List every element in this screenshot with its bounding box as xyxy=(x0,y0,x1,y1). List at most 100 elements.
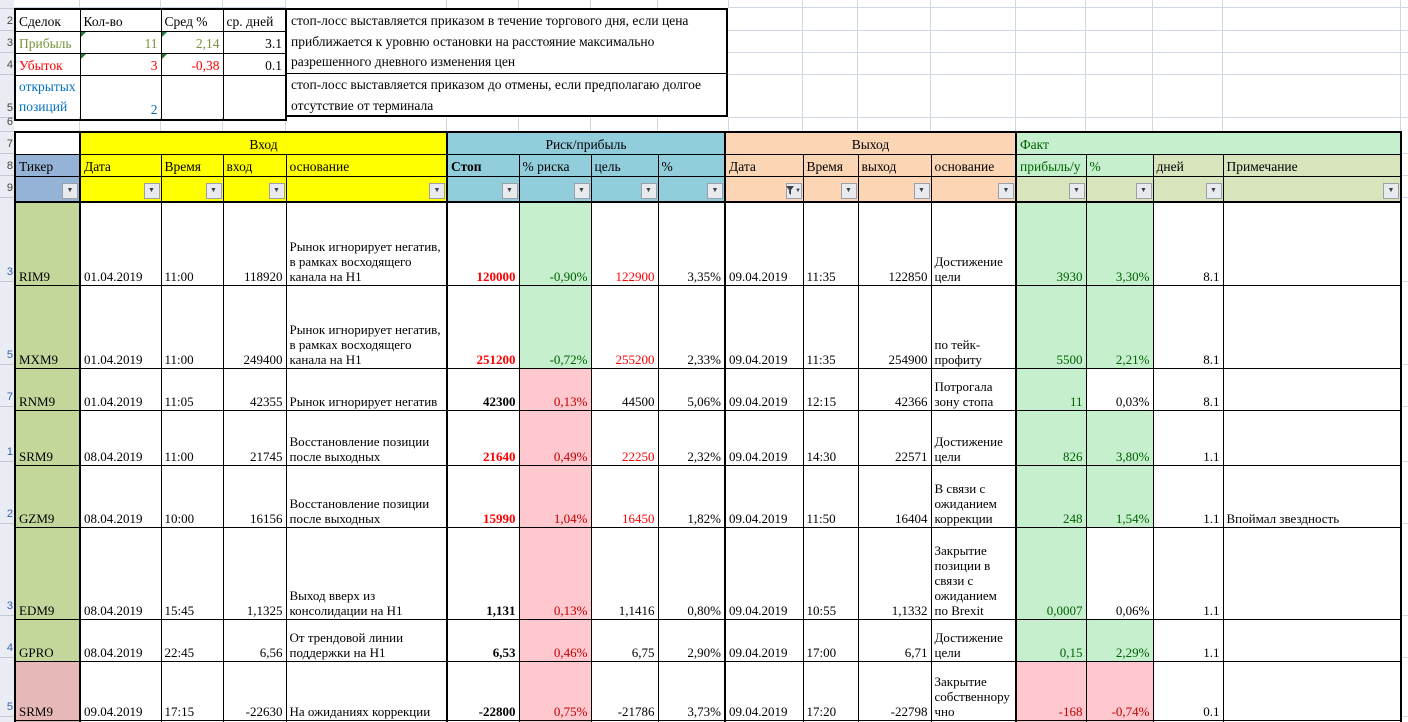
cell-fact-pct[interactable]: -0,74% xyxy=(1085,661,1154,721)
cell-risk-pct[interactable]: 0,13% xyxy=(518,527,592,620)
cell-stop[interactable]: -22800 xyxy=(446,661,520,721)
filter-dropdown-icon[interactable]: ▼ xyxy=(573,182,590,199)
filter-dropdown-icon[interactable]: ▼ xyxy=(1068,182,1085,199)
row-number[interactable]: 8 xyxy=(6,160,13,172)
cell-fact-pct[interactable]: 2,29% xyxy=(1085,619,1154,662)
cell-days[interactable]: 8.1 xyxy=(1152,368,1224,411)
cell-entry-time[interactable]: 11:05 xyxy=(160,368,224,411)
cell-exit-time[interactable]: 14:30 xyxy=(802,410,859,466)
cell-days[interactable]: 8.1 xyxy=(1152,201,1224,286)
cell-exit-price[interactable]: 1,1332 xyxy=(857,527,932,620)
cell-entry-time[interactable]: 11:00 xyxy=(160,201,224,286)
cell-entry-time[interactable]: 15:45 xyxy=(160,527,224,620)
row-number-strip[interactable]: 2 3 4 5 6 7 8 9 3 5 7 1 2 3 4 5 xyxy=(0,0,14,722)
partial-cell[interactable] xyxy=(1222,720,1402,722)
cell-entry-price[interactable]: -22630 xyxy=(222,661,287,721)
column-header-11[interactable]: выход xyxy=(857,153,932,177)
cell-entry-date[interactable]: 08.04.2019 xyxy=(79,410,162,466)
filter-dropdown-icon[interactable]: ▼ xyxy=(429,182,445,199)
cell-entry-price[interactable]: 42355 xyxy=(222,368,287,411)
cell-profit[interactable]: 0,0007 xyxy=(1015,527,1087,620)
row-number[interactable]: 5 xyxy=(6,701,13,713)
cell-profit[interactable]: 3930 xyxy=(1015,201,1087,286)
summary-header-count[interactable]: Кол-во xyxy=(79,8,162,32)
cell-entry-reason[interactable]: Рынок игнорирует негатив, в рамках восхо… xyxy=(285,201,448,286)
cell-exit-time[interactable]: 12:15 xyxy=(802,368,859,411)
cell-fact-pct[interactable]: 3,30% xyxy=(1085,201,1154,286)
cell-stop[interactable]: 6,53 xyxy=(446,619,520,662)
cell-ticker[interactable]: SRM9 xyxy=(14,661,81,721)
cell-ticker[interactable]: RIM9 xyxy=(14,201,81,286)
cell-exit-date[interactable]: 09.04.2019 xyxy=(724,619,804,662)
cell-note[interactable]: Впоймал звездность xyxy=(1222,465,1402,528)
summary-open-avg-days[interactable] xyxy=(222,74,287,121)
cell-risk-pct[interactable]: -0,90% xyxy=(518,201,592,286)
column-header-7[interactable]: цель xyxy=(590,153,659,177)
column-header-16[interactable]: Примечание xyxy=(1222,153,1402,177)
cell-exit-reason[interactable]: Достижение цели xyxy=(930,410,1017,466)
filter-dropdown-icon[interactable]: ▼ xyxy=(840,182,857,199)
column-header-6[interactable]: % риска xyxy=(518,153,592,177)
cell-exit-price[interactable]: 6,71 xyxy=(857,619,932,662)
cell-note[interactable] xyxy=(1222,619,1402,662)
cell-exit-time[interactable]: 11:50 xyxy=(802,465,859,528)
row-number[interactable]: 9 xyxy=(6,182,13,194)
cell-fact-pct[interactable]: 0,06% xyxy=(1085,527,1154,620)
cell-ticker[interactable]: GPRO xyxy=(14,619,81,662)
cell-entry-price[interactable]: 6,56 xyxy=(222,619,287,662)
summary-header-avg-days[interactable]: ср. дней xyxy=(222,8,287,32)
column-header-0[interactable]: Тикер xyxy=(14,153,81,177)
cell-entry-time[interactable]: 11:00 xyxy=(160,285,224,369)
corner-blank-cell[interactable] xyxy=(14,131,81,155)
cell-entry-reason[interactable]: Рынок игнорирует негатив, в рамках восхо… xyxy=(285,285,448,369)
cell-profit[interactable]: 11 xyxy=(1015,368,1087,411)
cell-days[interactable]: 1.1 xyxy=(1152,619,1224,662)
cell-target-pct[interactable]: 3,73% xyxy=(657,661,726,721)
cell-target[interactable]: 255200 xyxy=(590,285,659,369)
summary-profit-label[interactable]: Прибыль xyxy=(14,30,81,54)
summary-loss-avg-days[interactable]: 0.1 xyxy=(222,52,287,76)
cell-exit-price[interactable]: 254900 xyxy=(857,285,932,369)
cell-entry-date[interactable]: 08.04.2019 xyxy=(79,465,162,528)
note-stop-loss-intraday[interactable]: стоп-лосс выставляется приказом в течени… xyxy=(287,10,726,74)
cell-target-pct[interactable]: 5,06% xyxy=(657,368,726,411)
cell-risk-pct[interactable]: 1,04% xyxy=(518,465,592,528)
row-number[interactable]: 7 xyxy=(6,391,13,403)
cell-exit-time[interactable]: 11:35 xyxy=(802,201,859,286)
cell-exit-price[interactable]: 16404 xyxy=(857,465,932,528)
cell-profit[interactable]: 5500 xyxy=(1015,285,1087,369)
cell-exit-reason[interactable]: Закрытие собственноручно xyxy=(930,661,1017,721)
cell-note[interactable] xyxy=(1222,527,1402,620)
cell-target-pct[interactable]: 2,33% xyxy=(657,285,726,369)
cell-profit[interactable]: -168 xyxy=(1015,661,1087,721)
cell-days[interactable]: 0.1 xyxy=(1152,661,1224,721)
cell-target[interactable]: 44500 xyxy=(590,368,659,411)
cell-entry-price[interactable]: 118920 xyxy=(222,201,287,286)
column-header-1[interactable]: Дата xyxy=(79,153,162,177)
cell-entry-reason[interactable]: Выход вверх из консолидации на H1 xyxy=(285,527,448,620)
filter-applied-dropdown-icon[interactable]: ▼ xyxy=(785,182,802,199)
cell-exit-price[interactable]: 22571 xyxy=(857,410,932,466)
cell-exit-reason[interactable]: по тейк-профиту xyxy=(930,285,1017,369)
cell-target[interactable]: 6,75 xyxy=(590,619,659,662)
cell-exit-time[interactable]: 11:35 xyxy=(802,285,859,369)
cell-risk-pct[interactable]: 0,13% xyxy=(518,368,592,411)
cell-stop[interactable]: 120000 xyxy=(446,201,520,286)
cell-target-pct[interactable]: 2,32% xyxy=(657,410,726,466)
summary-profit-avg-pct[interactable]: 2,14 xyxy=(160,30,224,54)
cell-target-pct[interactable]: 0,80% xyxy=(657,527,726,620)
summary-loss-count[interactable]: 3 xyxy=(79,52,162,76)
cell-target-pct[interactable]: 1,82% xyxy=(657,465,726,528)
column-header-14[interactable]: % xyxy=(1085,153,1154,177)
row-number[interactable]: 5 xyxy=(6,349,13,361)
cell-exit-time[interactable]: 17:20 xyxy=(802,661,859,721)
cell-days[interactable]: 1.1 xyxy=(1152,410,1224,466)
cell-stop[interactable]: 251200 xyxy=(446,285,520,369)
column-header-3[interactable]: вход xyxy=(222,153,287,177)
row-number[interactable]: 4 xyxy=(6,59,13,71)
cell-entry-date[interactable]: 01.04.2019 xyxy=(79,368,162,411)
filter-dropdown-icon[interactable]: ▼ xyxy=(707,182,723,199)
column-header-15[interactable]: дней xyxy=(1152,153,1224,177)
cell-note[interactable] xyxy=(1222,410,1402,466)
cell-entry-time[interactable]: 11:00 xyxy=(160,410,224,466)
